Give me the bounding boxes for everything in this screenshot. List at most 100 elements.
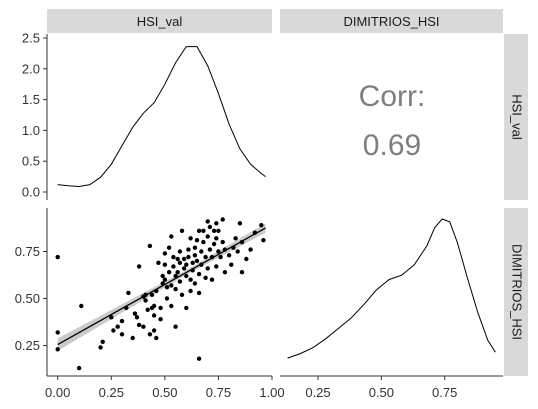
scatter-point: [214, 264, 219, 269]
scatter-point: [169, 283, 174, 288]
scatter-point: [173, 286, 178, 292]
scatter-point: [132, 311, 138, 316]
scatter-point: [119, 318, 125, 324]
x-tick-label-left-0: 0.00: [45, 385, 70, 400]
scatter-point: [79, 303, 84, 309]
scatter-point: [158, 317, 163, 322]
regression-line: [57, 227, 266, 346]
y-tick-label-top-2: 1.0: [22, 123, 40, 138]
scatter-point: [76, 365, 82, 371]
y-tick-label-bottom-1: 0.50: [15, 291, 40, 306]
scatter-point: [184, 273, 189, 279]
scatter-point: [115, 324, 120, 329]
scatter-point: [220, 239, 225, 245]
density-curve-dimitrios-hsi: [287, 218, 496, 359]
scatter-point: [192, 245, 198, 250]
scatter-point: [248, 247, 253, 252]
chart-marks: 0.0 0.5 1.0 1.5 2.0 2.5 0.25 0.50 0.75 0.00 0.25 0.…: [15, 31, 496, 400]
strip-row-dimitrios-hsi-label: DIMITRIOS_HSI: [510, 244, 525, 340]
scatter-point: [179, 228, 185, 233]
scatter-point: [214, 221, 219, 226]
scatter-point: [156, 260, 161, 265]
scatter-point: [149, 292, 155, 297]
corr-label: Corr:: [359, 80, 426, 113]
scatter-point: [119, 332, 125, 337]
scatter-point: [154, 335, 159, 341]
scatter-point: [199, 249, 204, 254]
scatter-point: [216, 249, 221, 254]
scatter-point: [160, 273, 165, 279]
scatter-point: [209, 277, 215, 282]
scatter-point: [151, 328, 157, 333]
scatter-point: [143, 298, 148, 303]
scatter-point: [201, 228, 206, 233]
scatter-point: [130, 335, 135, 341]
scatter-point: [237, 221, 243, 226]
scatter-point: [171, 254, 176, 260]
corr-value: 0.69: [363, 129, 421, 162]
scatter-point: [244, 256, 249, 262]
scatter-point: [136, 322, 142, 328]
scatter-point: [188, 277, 193, 282]
x-tick-label-left-3: 0.75: [206, 385, 231, 400]
y-tick-label-top-5: 2.5: [22, 31, 40, 46]
scatter-point: [158, 305, 163, 311]
y-tick-label-top-1: 0.5: [22, 154, 40, 169]
scatter-point: [147, 332, 153, 337]
scatter-point: [134, 315, 140, 320]
x-tick-label-left-1: 0.25: [99, 385, 124, 400]
scatter-point: [188, 288, 193, 294]
strip-row-hsi-val-label: HSI_val: [510, 94, 525, 140]
strip-row-dimitrios-hsi: [504, 208, 528, 376]
scatter-point: [205, 219, 210, 224]
scatter-point: [203, 254, 208, 260]
scatter-point: [181, 256, 187, 262]
scatter-point: [233, 236, 238, 241]
scatter-point: [186, 247, 191, 252]
strip-col-dimitrios-hsi: [280, 9, 503, 33]
scatter-point: [173, 324, 178, 329]
scatter-point: [177, 260, 183, 265]
scatter-point: [177, 279, 183, 284]
scatter-point: [175, 270, 180, 275]
scatter-point: [169, 303, 174, 309]
scatter-point: [109, 315, 114, 320]
scatter-point: [141, 324, 146, 329]
scatter-point: [171, 264, 176, 269]
scatter-point: [239, 270, 245, 275]
scatter-point: [220, 217, 225, 222]
scatter-point: [166, 270, 172, 275]
scatter-point: [188, 236, 193, 241]
scatter-point: [145, 307, 150, 312]
scatter-point: [151, 313, 157, 318]
x-tick-label-right-2: 0.75: [432, 385, 457, 400]
strip-col-dimitrios-hsi-label: DIMITRIOS_HSI: [343, 14, 439, 29]
scatter-point: [136, 264, 142, 269]
scatter-point: [162, 277, 168, 282]
scatter-point: [194, 238, 200, 243]
scatter-point: [218, 254, 223, 260]
scatter-point: [205, 234, 210, 239]
y-tick-label-bottom-2: 0.75: [15, 244, 40, 259]
scatter-point: [192, 281, 198, 286]
x-tick-label-left-4: 1.00: [259, 385, 284, 400]
x-tick-label-left-2: 0.50: [152, 385, 177, 400]
scatter-point: [216, 228, 221, 233]
scatter-point: [214, 236, 219, 241]
scatter-point: [201, 239, 206, 245]
scatter-point: [151, 303, 157, 309]
strip-col-hsi-val: [47, 9, 272, 33]
scatter-point: [55, 330, 60, 335]
regression-confidence-band: [57, 223, 266, 351]
scatter-point: [229, 262, 234, 267]
scatter-point: [100, 339, 105, 344]
scatter-point: [166, 245, 172, 250]
scatter-point: [177, 249, 183, 254]
scatter-point: [196, 228, 202, 233]
scatter-point: [162, 251, 168, 256]
density-curve-hsi-val: [57, 46, 266, 188]
strip-col-hsi-val-label: HSI_val: [137, 14, 183, 29]
x-tick-label-right-0: 0.25: [305, 385, 330, 400]
